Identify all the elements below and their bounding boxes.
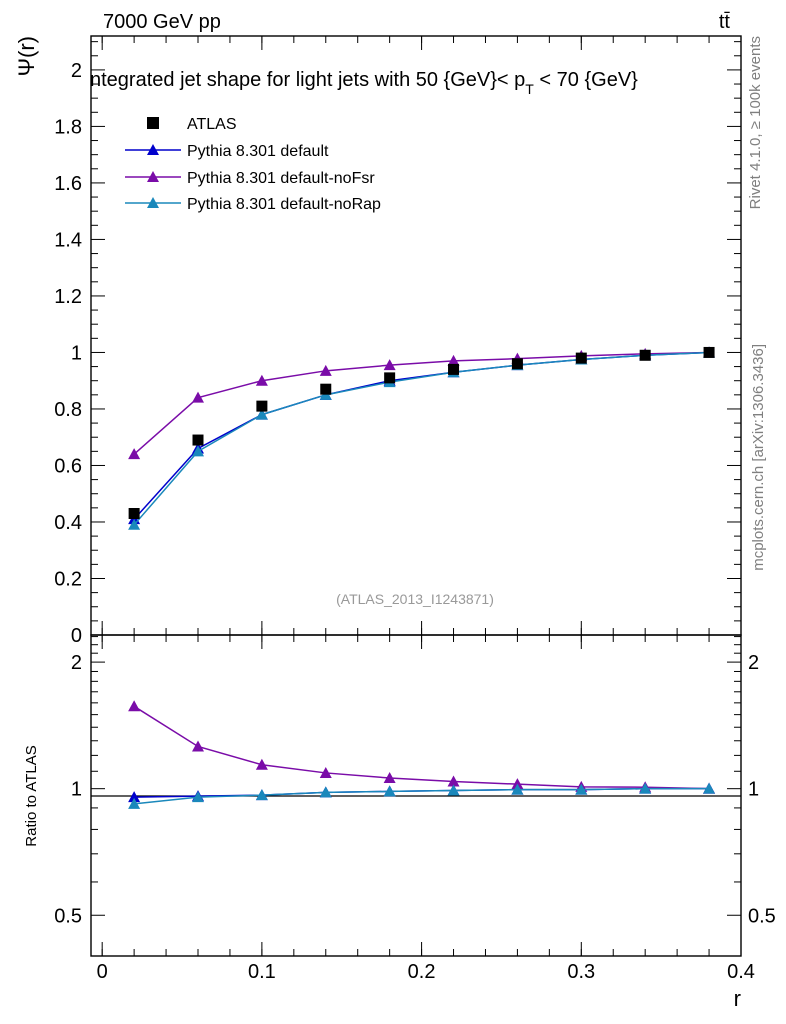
ratio-point-nofsr xyxy=(319,766,332,778)
axis-ticks xyxy=(91,36,742,956)
y-tick-label-main: 2 xyxy=(71,60,82,82)
data-point-atlas xyxy=(639,349,651,361)
data-point-atlas xyxy=(128,508,140,520)
legend-label-nofsr: Pythia 8.301 default-noFsr xyxy=(187,170,375,187)
legend: ATLAS Pythia 8.301 default Pythia 8.301 … xyxy=(125,116,381,213)
ratio-plot-series xyxy=(128,700,716,809)
data-point-atlas xyxy=(192,434,204,446)
mcplots-label: mcplots.cern.ch [arXiv:1306.3436] xyxy=(750,344,767,571)
series-line-norap xyxy=(133,351,710,526)
x-tick-label: 0.1 xyxy=(248,961,276,983)
ratio-point-norap xyxy=(319,786,332,798)
ratio-line-nofsr xyxy=(133,705,710,790)
ratio-point-norap xyxy=(575,783,588,795)
header-process-label: tt̄ xyxy=(719,11,731,33)
ratio-point-norap xyxy=(511,783,524,795)
ratio-point-norap xyxy=(128,797,141,809)
series-point-norap xyxy=(192,445,205,457)
series-point-nofsr xyxy=(447,354,460,366)
series-point-nofsr xyxy=(319,364,332,376)
y-tick-label-ratio-right: 1 xyxy=(748,779,759,801)
ratio-point-nofsr xyxy=(447,775,460,787)
y-tick-label-ratio: 0.5 xyxy=(54,905,82,927)
ratio-point-norap xyxy=(703,782,716,794)
legend-label-default: Pythia 8.301 default xyxy=(187,143,329,160)
ratio-point-default xyxy=(128,791,141,803)
ratio-point-norap xyxy=(383,785,396,797)
y-tick-label-main: 1 xyxy=(71,342,82,364)
axis-tick-labels: 0 0.1 0.2 0.3 0.4 0 0.2 0.4 0.6 0.8 1 1.2 1.4 1.6 1.8 2… xyxy=(54,60,776,983)
y-tick-label-main: 1.6 xyxy=(54,173,82,195)
legend-marker-atlas xyxy=(147,117,159,129)
ratio-point-norap xyxy=(255,789,268,801)
ratio-point-nofsr xyxy=(192,740,205,752)
analysis-id-label: (ATLAS_2013_I1243871) xyxy=(336,591,494,607)
legend-label-atlas: ATLAS xyxy=(187,116,237,133)
series-point-nofsr xyxy=(128,448,141,460)
y-tick-label-main: 0 xyxy=(71,625,82,647)
y-tick-label-main: 1.8 xyxy=(54,116,82,138)
x-tick-label: 0.3 xyxy=(567,961,595,983)
data-point-atlas xyxy=(575,352,587,364)
chart-title-subscript: T xyxy=(525,81,534,97)
series-point-nofsr xyxy=(192,391,205,403)
ratio-point-nofsr xyxy=(383,772,396,784)
data-point-atlas xyxy=(320,383,332,395)
ratio-point-norap xyxy=(639,782,652,794)
legend-marker-norap xyxy=(147,197,159,208)
y-tick-label-main: 1.2 xyxy=(54,286,82,308)
x-tick-label: 0 xyxy=(97,961,108,983)
ratio-point-norap xyxy=(447,784,460,796)
data-point-atlas xyxy=(511,358,523,370)
series-point-nofsr xyxy=(255,374,268,386)
data-point-atlas xyxy=(448,363,460,375)
y-tick-label-main: 0.6 xyxy=(54,455,82,477)
y-tick-label-main: 0.4 xyxy=(54,512,82,534)
y-tick-label-main: 0.8 xyxy=(54,399,82,421)
main-plot-series xyxy=(128,346,716,530)
ratio-point-nofsr xyxy=(128,700,141,712)
header-energy-label: 7000 GeV pp xyxy=(103,11,221,33)
legend-marker-nofsr xyxy=(147,171,159,182)
data-point-atlas xyxy=(256,400,268,412)
data-point-atlas xyxy=(703,346,715,358)
x-tick-label: 0.2 xyxy=(408,961,436,983)
chart-title-main: ntegrated jet shape for light jets with … xyxy=(90,69,525,91)
y-tick-label-main: 0.2 xyxy=(54,568,82,590)
x-tick-label: 0.4 xyxy=(727,961,755,983)
y-axis-label-ratio: Ratio to ATLAS xyxy=(23,745,40,846)
y-tick-label-main: 1.4 xyxy=(54,229,82,251)
chart-title: ntegrated jet shape for light jets with … xyxy=(90,69,638,97)
y-tick-label-ratio: 2 xyxy=(71,652,82,674)
ratio-line-norap xyxy=(134,787,710,805)
y-axis-label-main: Ψ(r) xyxy=(14,36,39,76)
ratio-point-norap xyxy=(192,791,205,803)
ratio-point-nofsr xyxy=(255,758,268,770)
series-point-nofsr xyxy=(383,359,396,371)
y-tick-label-ratio-right: 0.5 xyxy=(748,905,776,927)
y-tick-label-ratio-right: 2 xyxy=(748,652,759,674)
x-axis-label: r xyxy=(734,986,741,1011)
series-point-norap xyxy=(255,408,268,420)
series-point-norap xyxy=(128,518,141,530)
y-tick-label-ratio: 1 xyxy=(71,779,82,801)
data-point-atlas xyxy=(384,372,396,384)
rivet-version-label: Rivet 4.1.0, ≥ 100k events xyxy=(747,36,764,209)
chart-title-suffix: < 70 {GeV} xyxy=(534,69,638,91)
series-line-nofsr xyxy=(133,351,710,455)
legend-label-norap: Pythia 8.301 default-noRap xyxy=(187,196,381,213)
legend-marker-default xyxy=(147,144,159,155)
